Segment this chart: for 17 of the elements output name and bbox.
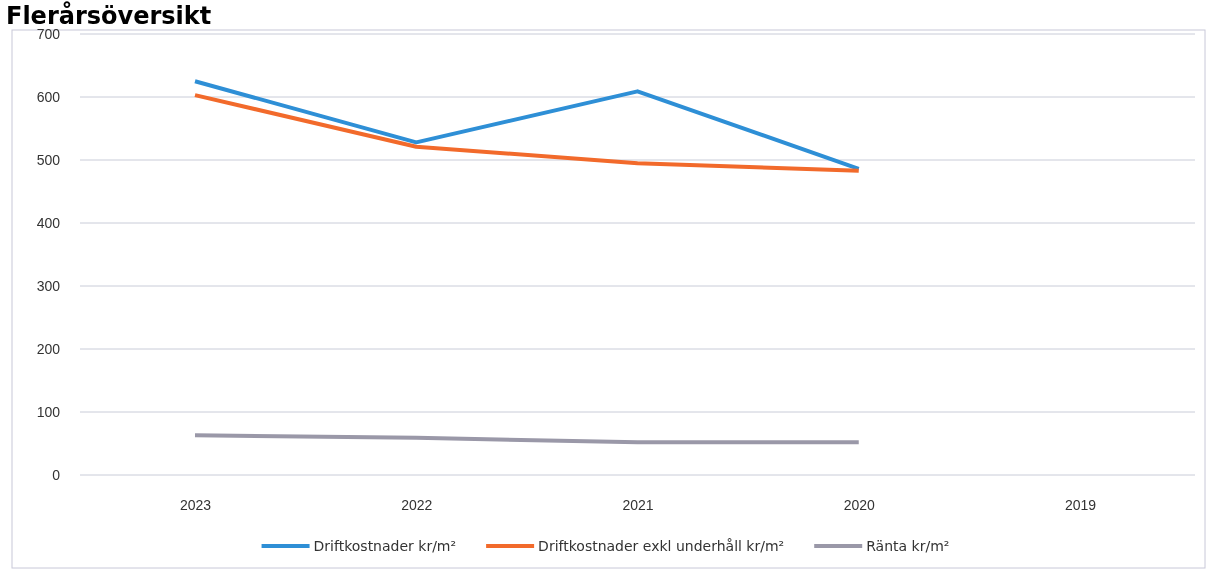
- y-tick-label: 0: [52, 466, 61, 483]
- x-tick-label: 2023: [179, 496, 212, 513]
- line-series: [193, 79, 861, 171]
- y-tick-label: 400: [36, 214, 61, 231]
- y-tick-label: 100: [36, 403, 61, 420]
- x-tick-label: 2019: [1064, 496, 1097, 513]
- legend-label: Driftkostnader kr/m²: [313, 538, 457, 554]
- x-tick-label: 2020: [843, 496, 876, 513]
- y-tick-label: 300: [36, 277, 61, 294]
- y-tick-label: 200: [36, 340, 61, 357]
- y-tick-label: 600: [36, 88, 61, 105]
- legend-label: Driftkostnader exkl underhåll kr/m²: [538, 538, 785, 554]
- y-tick-label: 500: [36, 151, 61, 168]
- x-tick-label: 2021: [622, 496, 654, 513]
- legend-label: Ränta kr/m²: [866, 538, 950, 554]
- line-series: [193, 93, 861, 173]
- x-tick-label: 2022: [401, 496, 433, 513]
